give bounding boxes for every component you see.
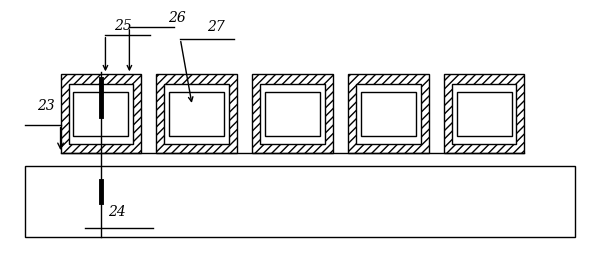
- Bar: [169, 92, 224, 136]
- Bar: [25, 166, 575, 237]
- Bar: [73, 92, 128, 136]
- Bar: [252, 74, 333, 153]
- Bar: [457, 92, 512, 136]
- Bar: [157, 74, 237, 153]
- Bar: [164, 84, 229, 144]
- Bar: [452, 84, 517, 144]
- Bar: [260, 84, 325, 144]
- Text: 25: 25: [115, 19, 132, 33]
- Text: 26: 26: [169, 11, 186, 25]
- Text: 27: 27: [208, 20, 225, 34]
- Bar: [361, 92, 416, 136]
- Text: 24: 24: [109, 205, 126, 219]
- Bar: [443, 74, 524, 153]
- Bar: [356, 84, 421, 144]
- Bar: [265, 92, 320, 136]
- Bar: [68, 84, 133, 144]
- Bar: [61, 74, 142, 153]
- Bar: [348, 74, 429, 153]
- Text: 23: 23: [37, 99, 55, 113]
